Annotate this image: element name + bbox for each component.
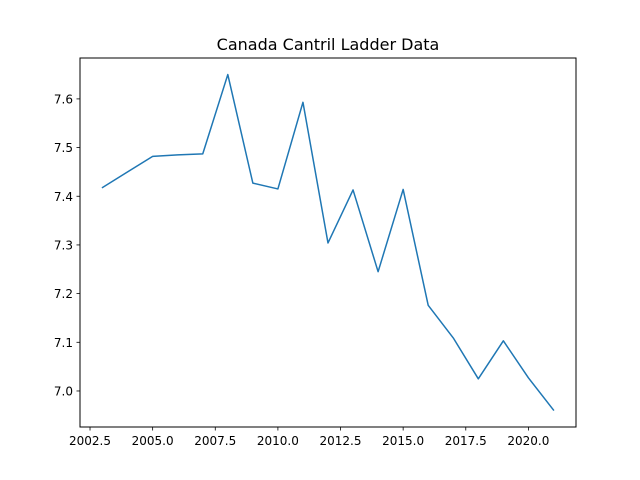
x-tick-label: 2007.5: [194, 434, 236, 448]
y-tick-label: 7.2: [54, 287, 73, 301]
x-tick-label: 2012.5: [320, 434, 362, 448]
ticks-layer: [76, 98, 529, 431]
x-tick-label: 2010.0: [257, 434, 299, 448]
x-tick-label: 2005.0: [132, 434, 174, 448]
y-tick-label: 7.1: [54, 336, 73, 350]
y-tick-label: 7.5: [54, 141, 73, 155]
x-tick-label: 2020.0: [507, 434, 549, 448]
x-tick-label: 2002.5: [69, 434, 111, 448]
series-layer: [101, 73, 555, 412]
chart-title: Canada Cantril Ladder Data: [217, 35, 440, 54]
y-tick-label: 7.3: [54, 238, 73, 252]
plot-frame: [79, 57, 577, 428]
y-tick-label: 7.4: [54, 190, 73, 204]
y-tick-label: 7.0: [54, 384, 73, 398]
labels-layer: 2002.5 2005.0 2007.5 2010.0 2012.5 2015.0 2017…: [54, 92, 549, 448]
series-line: [101, 73, 555, 412]
x-tick-label: 2015.0: [382, 434, 424, 448]
y-tick-label: 7.6: [54, 92, 73, 106]
x-tick-label: 2017.5: [445, 434, 487, 448]
